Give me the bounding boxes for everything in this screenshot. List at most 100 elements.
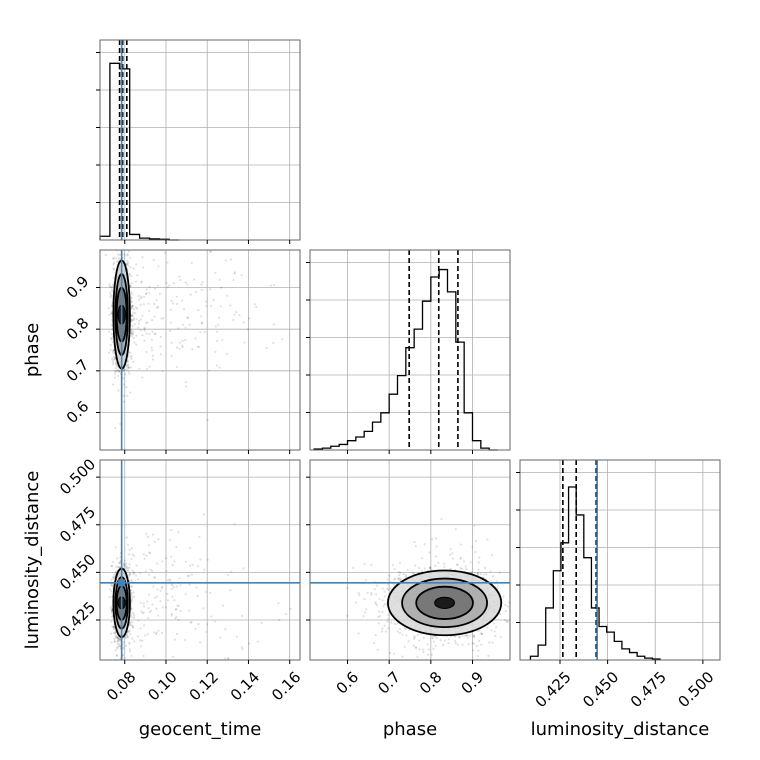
sample-point — [129, 572, 132, 576]
sample-point — [194, 627, 197, 630]
sample-point — [243, 341, 246, 344]
y-tick-label: 0.475 — [56, 503, 99, 546]
sample-point — [126, 254, 129, 257]
sample-point — [168, 539, 172, 542]
sample-point — [119, 422, 122, 426]
sample-point — [153, 315, 156, 318]
sample-point — [125, 247, 127, 249]
sample-point — [145, 332, 148, 335]
sample-point — [128, 273, 131, 276]
sample-point — [427, 653, 430, 656]
sample-point — [401, 655, 404, 658]
sample-point — [118, 637, 121, 640]
sample-point — [422, 636, 425, 640]
sample-point — [376, 648, 379, 651]
x-tick-label: 0.475 — [627, 668, 670, 711]
sample-point — [145, 288, 148, 291]
sample-point — [116, 639, 119, 643]
sample-point — [170, 587, 173, 590]
sample-point — [414, 545, 417, 548]
sample-point — [208, 288, 212, 291]
sample-point — [158, 292, 162, 295]
sample-point — [181, 339, 184, 342]
sample-point — [148, 285, 151, 289]
sample-point — [396, 630, 399, 633]
sample-point — [126, 569, 129, 572]
sample-point — [374, 593, 378, 596]
sample-point — [142, 605, 146, 608]
sample-point — [175, 295, 178, 298]
sample-point — [179, 584, 182, 587]
sample-point — [478, 639, 481, 643]
density-layer — [346, 517, 510, 660]
sample-point — [210, 615, 213, 618]
sample-point — [132, 308, 135, 311]
sample-point — [142, 553, 145, 556]
sample-point — [430, 653, 433, 656]
sample-point — [150, 338, 153, 341]
sample-point — [113, 358, 116, 361]
sample-point — [492, 622, 496, 625]
sample-point — [366, 591, 369, 595]
sample-point — [201, 281, 204, 284]
sample-point — [110, 357, 114, 360]
sample-point — [232, 318, 235, 321]
sample-point — [269, 284, 273, 287]
sample-point — [186, 316, 189, 319]
sample-point — [160, 317, 163, 320]
sample-point — [205, 304, 208, 308]
sample-point — [181, 344, 184, 347]
sample-point — [129, 266, 132, 269]
sample-point — [111, 564, 114, 567]
sample-point — [132, 360, 135, 363]
sample-point — [170, 354, 173, 358]
sample-point — [185, 380, 188, 384]
sample-point — [148, 551, 152, 555]
sample-point — [122, 646, 125, 649]
sample-point — [131, 305, 134, 308]
sample-point — [507, 601, 510, 604]
sample-point — [131, 332, 134, 336]
sample-point — [277, 602, 280, 605]
sample-point — [130, 600, 133, 604]
sample-point — [128, 621, 132, 625]
sample-point — [138, 319, 141, 323]
sample-point — [138, 572, 142, 575]
sample-point — [111, 609, 114, 613]
axes-frame — [99, 39, 301, 241]
sample-point — [127, 354, 130, 357]
sample-point — [352, 566, 355, 569]
sample-point — [449, 567, 452, 570]
sample-point — [156, 305, 160, 308]
sample-point — [225, 352, 228, 355]
sample-point — [414, 645, 417, 649]
sample-point — [462, 560, 466, 563]
sample-point — [199, 641, 202, 644]
sample-point — [130, 318, 133, 322]
sample-point — [136, 635, 140, 638]
sample-point — [110, 289, 114, 292]
sample-point — [110, 590, 113, 593]
sample-point — [114, 427, 117, 430]
sample-point — [130, 591, 133, 594]
sample-point — [154, 332, 157, 335]
sample-point — [472, 649, 475, 652]
sample-point — [412, 644, 415, 647]
sample-point — [142, 654, 145, 658]
sample-point — [156, 284, 159, 287]
sample-point — [411, 571, 414, 574]
sample-point — [148, 611, 151, 614]
sample-point — [104, 253, 107, 257]
sample-point — [171, 564, 174, 567]
sample-point — [132, 336, 135, 340]
sample-point — [110, 608, 113, 611]
sample-point — [118, 566, 121, 569]
sample-point — [431, 636, 434, 639]
sample-point — [125, 244, 127, 246]
sample-point — [435, 545, 438, 548]
sample-point — [128, 548, 131, 552]
sample-point — [126, 635, 129, 639]
sample-point — [196, 594, 199, 598]
sample-point — [112, 561, 115, 564]
sample-point — [188, 583, 191, 586]
